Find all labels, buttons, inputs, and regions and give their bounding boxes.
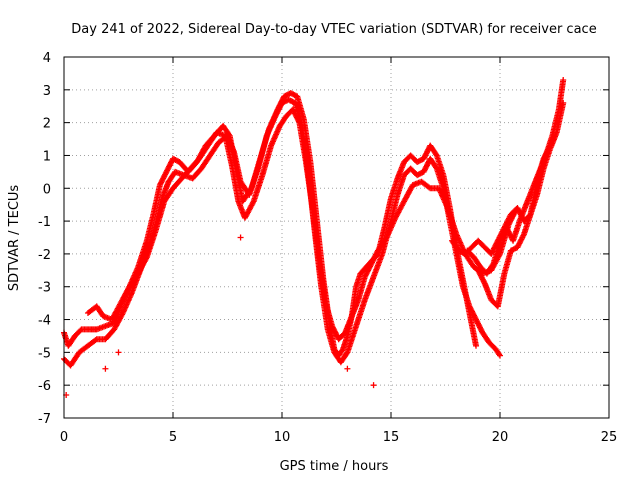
- data-point: [546, 143, 553, 150]
- x-tick-label: 0: [60, 430, 68, 445]
- y-tick-label: -7: [38, 412, 51, 427]
- x-tick-label: 15: [383, 430, 400, 445]
- data-point: [520, 232, 527, 239]
- axis-ticks: [63, 56, 610, 419]
- data-point: [92, 337, 99, 344]
- data-point: [497, 352, 503, 359]
- y-tick-label: 1: [43, 149, 51, 164]
- data-point: [432, 151, 439, 158]
- data-point: [432, 164, 439, 171]
- x-tick-label: 25: [601, 430, 618, 445]
- data-point: [560, 99, 567, 106]
- data-point: [425, 184, 432, 191]
- data-point: [237, 234, 244, 241]
- data-points: [61, 76, 567, 399]
- x-tick-label: 5: [169, 430, 177, 445]
- data-point: [102, 365, 109, 372]
- y-tick-label: -6: [38, 379, 51, 394]
- x-axis-label: GPS time / hours: [280, 459, 389, 474]
- y-tick-label: -5: [38, 346, 51, 361]
- data-point: [115, 349, 122, 356]
- data-point: [560, 76, 567, 83]
- data-point: [489, 261, 496, 268]
- plot-frame: [63, 56, 610, 419]
- data-point: [481, 279, 488, 286]
- y-tick-label: -2: [38, 248, 51, 263]
- y-tick-label: -3: [38, 281, 51, 296]
- y-axis-label: SDTVAR / TECUs: [7, 185, 22, 292]
- x-tick-label: 10: [274, 430, 291, 445]
- tick-labels: 0 5 10 15 20 25 -7 -6 -5 -4 -3 -2 -1 0 1 2 3 4: [38, 51, 617, 445]
- data-point: [473, 342, 480, 349]
- chart-title: Day 241 of 2022, Sidereal Day-to-day VTE…: [71, 22, 596, 37]
- data-point: [343, 350, 350, 357]
- data-point: [547, 142, 554, 149]
- y-tick-label: 2: [43, 117, 51, 132]
- data-point: [344, 365, 351, 372]
- y-tick-label: -4: [38, 314, 51, 329]
- data-point: [370, 382, 377, 389]
- data-point: [496, 351, 503, 358]
- y-tick-label: 4: [43, 51, 51, 66]
- data-point: [295, 118, 302, 125]
- y-tick-label: 3: [43, 84, 51, 99]
- x-tick-label: 20: [492, 430, 509, 445]
- y-tick-label: 0: [43, 182, 51, 197]
- y-tick-label: -1: [38, 215, 51, 230]
